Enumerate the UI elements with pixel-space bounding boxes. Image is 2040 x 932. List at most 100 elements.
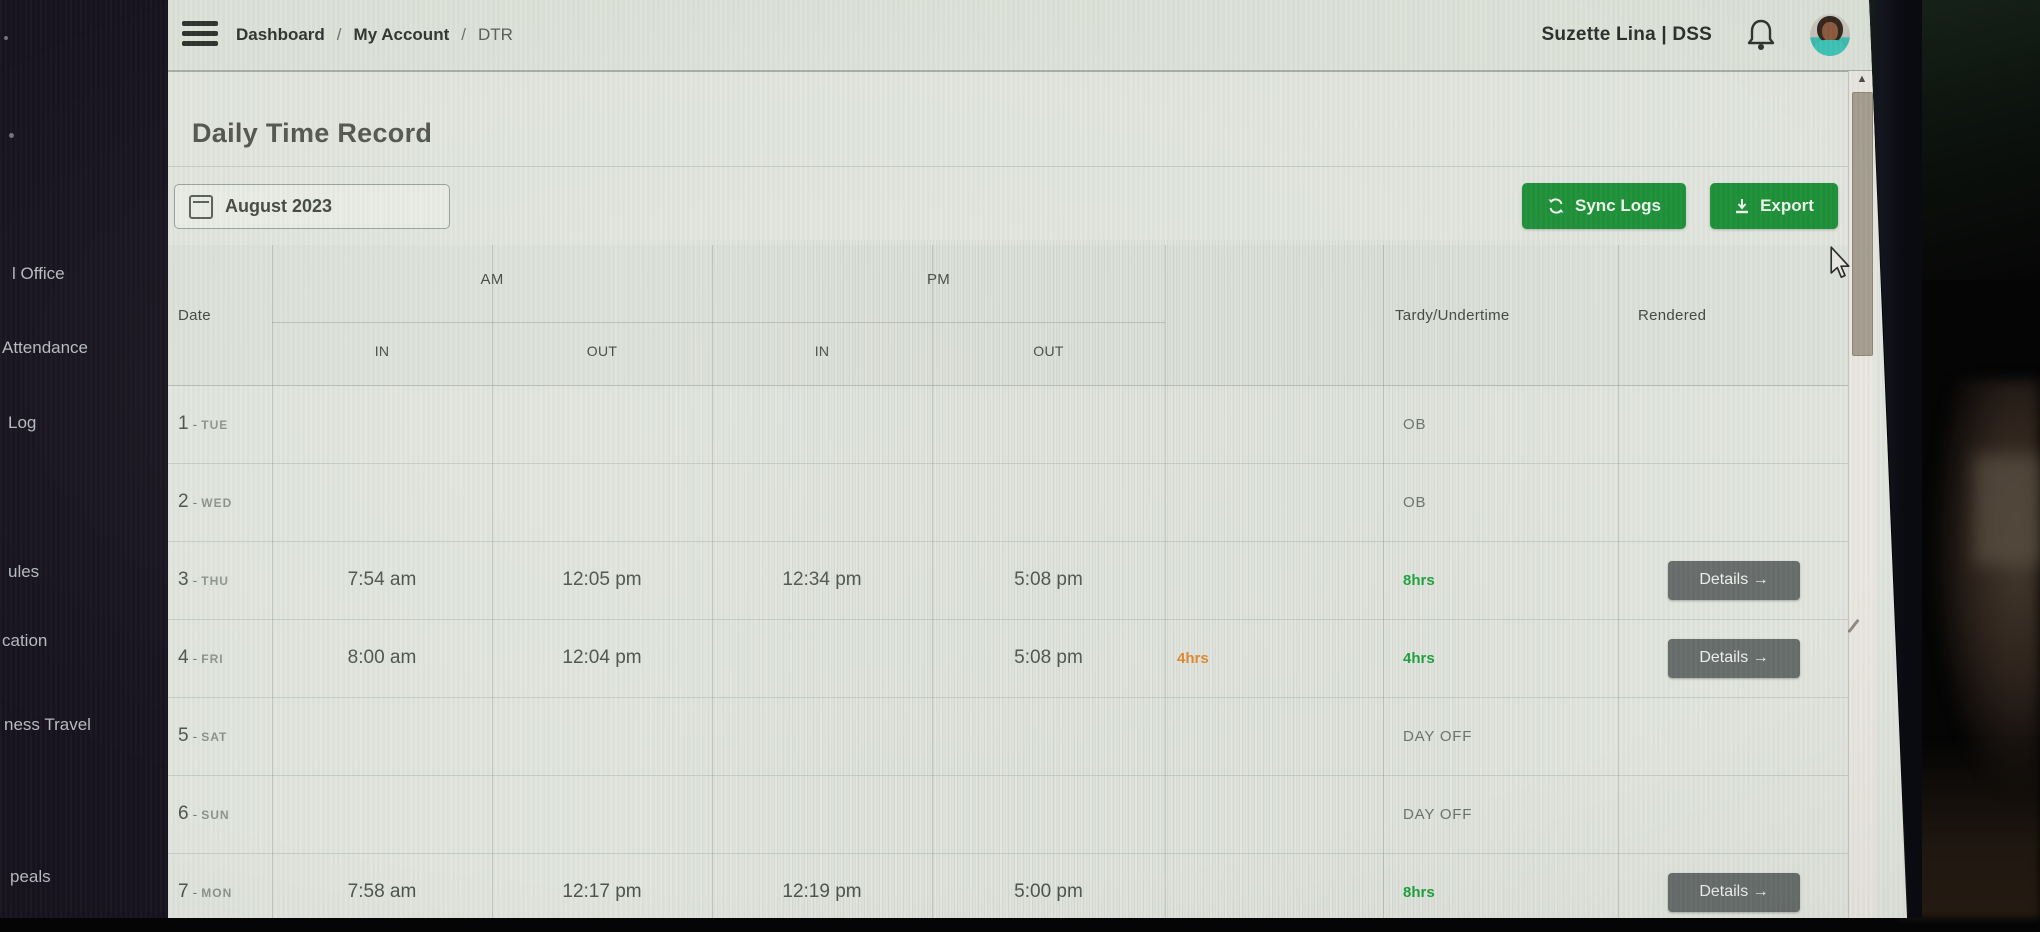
day-of-week: TUE bbox=[201, 418, 229, 432]
pm-in-cell: 12:19 pm bbox=[782, 881, 862, 902]
sidebar-item[interactable]: ules bbox=[8, 562, 40, 581]
mouse-cursor bbox=[1830, 246, 1850, 279]
details-cell: Details → bbox=[1618, 872, 1850, 912]
user-name[interactable]: Suzette Lina | DSS bbox=[1541, 24, 1712, 45]
am-out-cell: 12:05 pm bbox=[562, 569, 642, 590]
day-separator: - bbox=[192, 650, 198, 666]
export-button[interactable]: Export bbox=[1710, 183, 1838, 229]
notification-bell-icon[interactable] bbox=[1746, 18, 1776, 52]
col-header-tardy: Tardy/Undertime bbox=[1395, 307, 1510, 324]
download-icon bbox=[1736, 198, 1749, 213]
scrollbar-track[interactable]: ▲ bbox=[1848, 71, 1875, 918]
room-background-highlight bbox=[1975, 455, 2040, 565]
screen-reflection-dot bbox=[4, 36, 8, 40]
am-out-cell: 12:17 pm bbox=[562, 881, 642, 902]
sidebar-item[interactable]: Log bbox=[8, 413, 37, 432]
day-separator: - bbox=[192, 494, 198, 510]
export-label: Export bbox=[1760, 196, 1814, 215]
divider bbox=[168, 166, 1848, 167]
details-cell: Details → bbox=[1618, 638, 1850, 678]
breadcrumb-item[interactable]: DTR bbox=[477, 25, 513, 44]
col-group-pm: PM bbox=[926, 271, 951, 288]
pm-in-cell: 12:34 pm bbox=[782, 569, 862, 590]
month-picker[interactable]: August 2023 bbox=[174, 184, 450, 229]
col-header-pm-in: IN bbox=[814, 343, 830, 359]
table-row: 6- SUN DAY OFF bbox=[168, 775, 1850, 854]
day-separator: - bbox=[192, 416, 198, 432]
table-header: Date AM PM IN OUT IN OUT Tardy/Undertime… bbox=[168, 245, 1850, 385]
day-of-week: SAT bbox=[201, 730, 228, 744]
day-separator: - bbox=[192, 728, 198, 744]
sync-logs-label: Sync Logs bbox=[1575, 196, 1661, 215]
table-row: 4- FRI 8:00 am 12:04 pm 5:08 pm 4hrs 4hrs… bbox=[168, 619, 1850, 698]
pm-out-cell: 5:08 pm bbox=[1014, 569, 1083, 590]
grid-line bbox=[932, 245, 933, 918]
sidebar-item[interactable]: Attendance bbox=[2, 338, 89, 357]
sidebar-item[interactable]: l Office bbox=[12, 264, 65, 283]
col-header-am-in: IN bbox=[374, 343, 390, 359]
am-in-cell: 8:00 am bbox=[347, 647, 417, 668]
table-row: 5- SAT DAY OFF bbox=[168, 697, 1850, 776]
table-row: 2- WED OB bbox=[168, 463, 1850, 542]
avatar-face bbox=[1822, 22, 1838, 41]
sync-icon bbox=[1548, 198, 1564, 214]
rendered-cell: DAY OFF bbox=[1403, 727, 1473, 745]
rendered-cell: OB bbox=[1403, 415, 1427, 433]
header-bottom-border bbox=[168, 385, 1850, 386]
calendar-icon bbox=[189, 194, 213, 219]
sidebar-item[interactable]: peals bbox=[10, 867, 51, 886]
rendered-cell: 8hrs bbox=[1403, 883, 1435, 901]
sidebar-item[interactable]: ness Travel bbox=[4, 715, 91, 734]
details-button[interactable]: Details → bbox=[1668, 638, 1800, 678]
hamburger-menu-icon[interactable] bbox=[182, 21, 218, 49]
sidebar-item[interactable]: cation bbox=[2, 631, 48, 650]
main-content: Daily Time Record August 2023 Sync Logs … bbox=[168, 72, 1850, 918]
table-row: 3- THU 7:54 am 12:05 pm 12:34 pm 5:08 pm … bbox=[168, 541, 1850, 620]
topbar: Dashboard / My Account / DTR Suzette Lina | … bbox=[168, 0, 1907, 72]
grid-line bbox=[1383, 245, 1384, 918]
avatar-shirt bbox=[1814, 40, 1846, 56]
breadcrumb-item[interactable]: My Account bbox=[353, 25, 450, 44]
col-group-am: AM bbox=[480, 271, 504, 288]
day-of-week: SUN bbox=[201, 808, 230, 822]
sync-logs-button[interactable]: Sync Logs bbox=[1522, 183, 1686, 229]
user-area: Suzette Lina | DSS bbox=[1542, 0, 1850, 70]
table-row: 1- TUE OB bbox=[168, 385, 1850, 464]
date-cell: 5- SAT bbox=[168, 725, 272, 747]
day-separator: - bbox=[192, 572, 198, 588]
day-of-week: MON bbox=[201, 886, 233, 900]
pm-out-cell: 5:08 pm bbox=[1014, 647, 1083, 668]
rendered-cell: 8hrs bbox=[1403, 571, 1435, 589]
rendered-cell: OB bbox=[1403, 493, 1427, 511]
date-cell: 1- TUE bbox=[168, 413, 272, 435]
monitor-screen: l Office Attendance Log ules cation ness Trav… bbox=[0, 0, 1907, 918]
details-button[interactable]: Details → bbox=[1668, 872, 1800, 912]
rendered-cell: DAY OFF bbox=[1403, 805, 1473, 823]
day-number: 2 bbox=[178, 491, 189, 512]
day-number: 4 bbox=[178, 647, 189, 668]
col-header-date: Date bbox=[178, 307, 211, 324]
tardy-cell: 4hrs bbox=[1177, 649, 1209, 667]
day-number: 1 bbox=[178, 413, 189, 434]
scrollbar-up-arrow[interactable]: ▲ bbox=[1856, 73, 1868, 85]
avatar[interactable] bbox=[1810, 14, 1850, 56]
page-title: Daily Time Record bbox=[192, 118, 433, 149]
month-picker-value: August 2023 bbox=[225, 196, 333, 216]
day-separator: - bbox=[192, 884, 198, 900]
room-background-bottom bbox=[1900, 740, 2040, 918]
details-button[interactable]: Details → bbox=[1668, 560, 1800, 600]
scrollbar-thumb[interactable] bbox=[1852, 92, 1873, 356]
screen-reflection-dot bbox=[9, 133, 14, 138]
date-cell: 4- FRI bbox=[168, 647, 272, 669]
day-number: 6 bbox=[178, 803, 189, 824]
breadcrumb: Dashboard / My Account / DTR bbox=[236, 0, 513, 70]
breadcrumb-item[interactable]: Dashboard bbox=[236, 25, 325, 44]
grid-line bbox=[492, 245, 493, 918]
breadcrumb-separator: / bbox=[336, 25, 342, 44]
details-cell: Details → bbox=[1618, 560, 1850, 600]
grid-line bbox=[272, 245, 273, 918]
room-background-mid bbox=[1930, 380, 2040, 800]
date-cell: 3- THU bbox=[168, 569, 272, 591]
day-number: 3 bbox=[178, 569, 189, 590]
